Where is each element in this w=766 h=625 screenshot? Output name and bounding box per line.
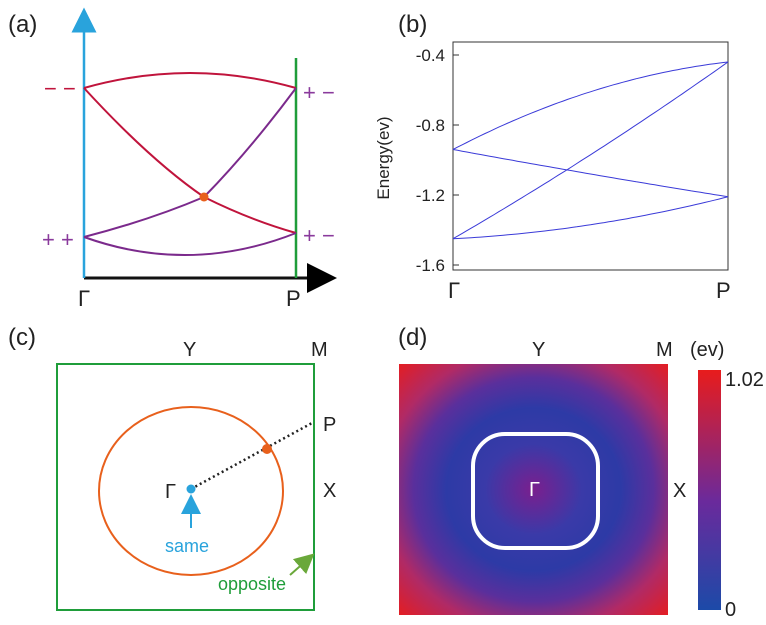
sign-right-top: + − <box>303 80 335 105</box>
y-axis-label: Energy(ev) <box>374 116 393 199</box>
panel-b-label: (b) <box>398 11 427 38</box>
band-cross-purple <box>83 87 297 238</box>
band-lines <box>452 61 729 240</box>
tick-p-a: P <box>286 286 301 311</box>
panel-c: (c) Y M P X Γ same opposite <box>8 324 336 611</box>
label-y-d: Y <box>532 339 545 361</box>
label-gamma-d: Γ <box>529 479 540 501</box>
fermi-contour <box>471 432 600 550</box>
label-y-c: Y <box>183 339 196 361</box>
gamma-point-dot <box>186 484 196 494</box>
y-tick-label: -0.4 <box>416 46 445 65</box>
y-tick-group: -0.4 -0.8 -1.2 -1.6 <box>416 46 459 275</box>
intersection-dot <box>262 444 272 454</box>
band-line-1 <box>452 61 729 150</box>
band-line-2 <box>452 149 729 198</box>
brillouin-zone-border <box>56 363 315 611</box>
panel-d: (d) Γ Y M X (ev) 1.02 0 <box>398 324 764 621</box>
panel-d-label: (d) <box>398 324 427 351</box>
label-m-c: M <box>311 339 328 361</box>
sign-right-bottom: + − <box>303 223 335 248</box>
panel-a: (a) − − + + + − + − Γ P <box>8 7 337 311</box>
panel-c-label: (c) <box>8 324 36 351</box>
sign-left-bottom: + + <box>42 227 74 252</box>
band-line-4 <box>452 196 729 240</box>
tick-gamma-a: Γ <box>78 286 90 311</box>
band-top-red <box>83 72 297 89</box>
band-line-3 <box>452 61 729 240</box>
plot-frame <box>452 41 729 271</box>
colorbar <box>698 370 721 610</box>
colorbar-min: 0 <box>725 599 736 621</box>
tick-gamma-b: Γ <box>448 278 460 303</box>
tick-p-b: P <box>716 278 731 303</box>
label-gamma-c: Γ <box>165 481 176 503</box>
colorbar-unit: (ev) <box>690 339 724 361</box>
opposite-arrow <box>289 553 315 576</box>
y-tick-label: -1.2 <box>416 186 445 205</box>
band-cross-red <box>83 87 297 234</box>
y-tick-label: -1.6 <box>416 256 445 275</box>
label-m-d: M <box>656 339 673 361</box>
same-label: same <box>165 536 209 556</box>
panel-a-label: (a) <box>8 11 37 38</box>
band-bottom-purple <box>83 232 297 257</box>
crossing-point <box>199 192 209 202</box>
opposite-label: opposite <box>218 574 286 594</box>
gamma-p-path <box>190 421 313 491</box>
energy-heatmap <box>399 364 668 615</box>
label-p-c: P <box>323 414 336 436</box>
fermi-circle <box>98 406 284 576</box>
sign-left-top: − − <box>44 76 76 101</box>
panel-b: (b) -0.4 -0.8 -1.2 -1.6 Energy(ev) Γ P <box>374 11 731 303</box>
colorbar-max: 1.02 <box>725 369 764 391</box>
y-tick-label: -0.8 <box>416 116 445 135</box>
label-x-c: X <box>323 480 336 502</box>
label-x-d: X <box>673 480 686 502</box>
